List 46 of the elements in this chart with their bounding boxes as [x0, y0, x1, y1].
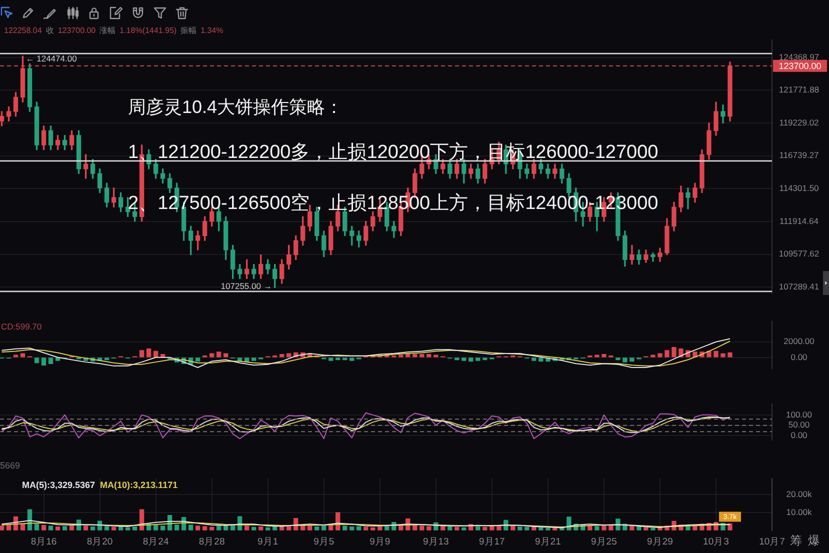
x-tick-label: 10月7 — [759, 536, 785, 548]
y-tick-label: 111914.64 — [780, 216, 819, 226]
x-tick-label: 9月29 — [647, 536, 673, 548]
text: 5669 — [0, 460, 20, 470]
y-tick-label: 116739.27 — [779, 150, 820, 160]
y-tick-label: 107289.41 — [778, 282, 820, 292]
x-tick-label: 9月21 — [535, 536, 561, 548]
text: 振幅 — [180, 26, 197, 36]
y-tick-label: 0.00 — [790, 430, 808, 440]
x-tick-label: 8月24 — [142, 536, 169, 548]
y-tick-label: 100.00 — [786, 409, 812, 420]
y-tick-label: 114301.50 — [779, 183, 820, 194]
text: MA(10):3,213.1171 — [100, 480, 178, 490]
y-tick-label: 20.00k — [786, 488, 813, 499]
text: 爆 — [808, 533, 820, 548]
text: 123700.00 — [58, 26, 96, 36]
y-tick-label: 121771.88 — [778, 84, 820, 95]
y-tick-label: 109577.62 — [778, 248, 820, 259]
text: 周彦灵10.4大饼操作策略： — [128, 96, 344, 117]
x-tick-label: 8月28 — [198, 536, 225, 548]
annotation: CD:599.70 — [1, 321, 42, 332]
ref-line-label: 123700.00 — [778, 60, 822, 71]
x-tick-label: 8月20 — [86, 536, 113, 548]
y-tick-label: 10.00k — [786, 506, 813, 517]
y-tick-label: 50.00 — [788, 420, 810, 430]
x-tick-label: 9月13 — [422, 536, 449, 548]
text: 1.18%(1441.95) — [120, 26, 177, 36]
x-tick-label: 10月3 — [703, 536, 729, 548]
annotation: 107255.00 → — [220, 281, 272, 292]
text: 收 — [46, 26, 54, 36]
y-tick-label: 119229.02 — [779, 117, 820, 128]
annotation: ← 124474.00 — [26, 53, 78, 64]
y-tick-label: 0.00 — [790, 352, 808, 362]
x-tick-label: 9月9 — [370, 536, 390, 548]
text: 122258.04 — [4, 26, 42, 36]
x-tick-label: 9月17 — [478, 536, 505, 548]
x-tick-label: 9月25 — [591, 536, 617, 548]
text: 涨幅 — [100, 26, 116, 36]
x-tick-label: 9月1 — [258, 536, 278, 548]
text: MA(5):3,329.5367 — [22, 480, 96, 490]
text: 筹 — [790, 533, 802, 548]
x-tick-label: 8月16 — [30, 536, 57, 548]
x-tick-label: 9月5 — [314, 536, 334, 548]
y-tick-label: 124368.97 — [778, 52, 820, 62]
text: 1.34% — [200, 26, 224, 36]
y-tick-label: 2000.00 — [784, 336, 815, 346]
